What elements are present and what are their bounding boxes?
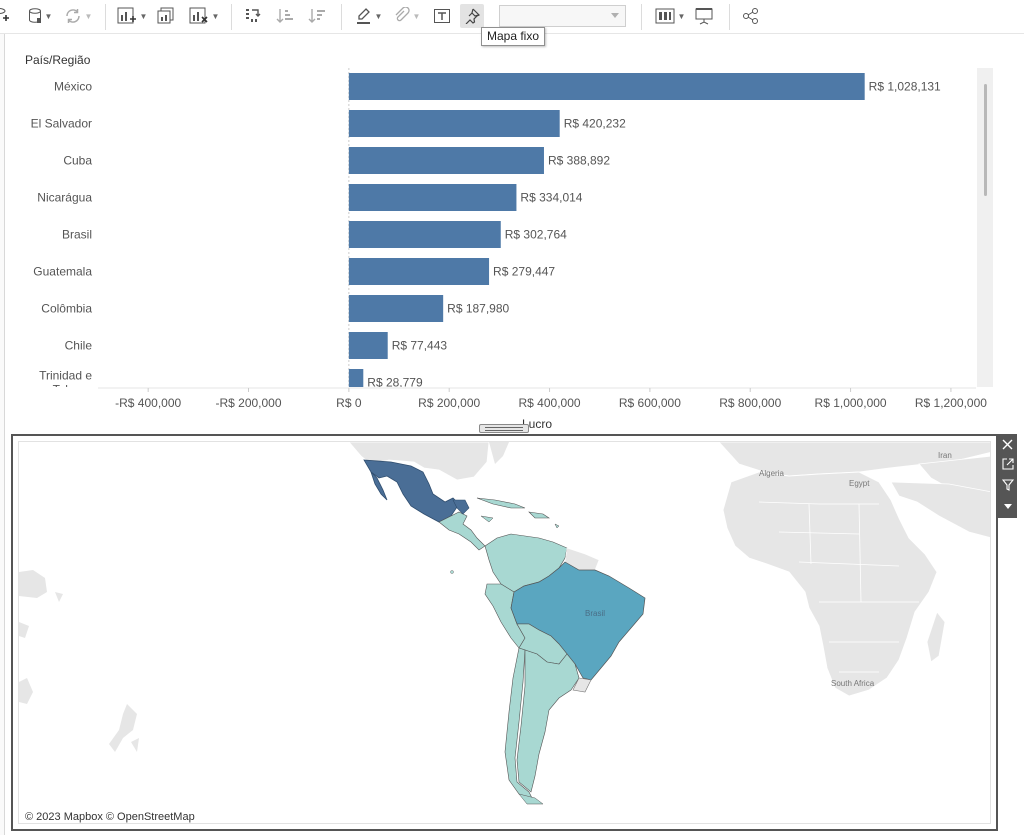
bar-5[interactable] <box>348 221 501 248</box>
annotate-icon[interactable]: ▼ <box>391 5 423 27</box>
x-tick-label: R$ 1,000,000 <box>815 396 887 410</box>
map-label-iran: Iran <box>938 451 952 460</box>
bar-6[interactable] <box>348 258 490 285</box>
category-label[interactable]: Nicarágua <box>37 191 92 205</box>
clear-sheet-icon[interactable]: ▼ <box>186 5 222 27</box>
tooltip: Mapa fixo <box>481 27 546 46</box>
dimension-header[interactable]: País/Região <box>25 53 91 67</box>
share-icon[interactable] <box>740 5 762 27</box>
show-me-icon[interactable]: ▼ <box>652 5 688 27</box>
x-axis-title: Lucro <box>522 417 553 431</box>
bar-value-label: R$ 187,980 <box>447 302 509 316</box>
bar-value-label: R$ 28,779 <box>367 376 423 390</box>
pane-resize-handle[interactable] <box>479 424 529 433</box>
category-label[interactable]: El Salvador <box>31 117 92 131</box>
map-label-algeria: Algeria <box>759 469 784 478</box>
swap-axes-icon[interactable] <box>242 5 264 27</box>
highlight-icon[interactable]: ▼ <box>353 5 385 27</box>
more-options-icon[interactable] <box>998 496 1017 516</box>
filter-icon[interactable] <box>998 475 1017 495</box>
map-label-south-africa: South Africa <box>831 679 875 688</box>
sort-descending-icon[interactable] <box>306 5 328 27</box>
new-datasource-icon[interactable] <box>0 5 10 27</box>
sort-ascending-icon[interactable] <box>274 5 296 27</box>
scrollbar-thumb[interactable] <box>984 84 987 196</box>
x-tick-label: -R$ 400,000 <box>115 396 181 410</box>
size-dropdown[interactable] <box>499 5 626 27</box>
bar-chart-plot: R$ 1,028,131 México R$ 420,232 El Salvador R… <box>31 68 987 410</box>
sidebar-edge <box>0 34 5 835</box>
bar-chart: País/Região R$ 1,028,131 México R$ 420,232… <box>6 36 1004 434</box>
bar-1[interactable] <box>348 73 865 100</box>
map-canvas[interactable]: Algeria Egypt Iran Brasil South Africa <box>19 442 991 824</box>
bar-4[interactable] <box>348 184 517 211</box>
x-tick-label: R$ 400,000 <box>519 396 581 410</box>
fix-axes-icon[interactable] <box>460 4 484 28</box>
presentation-icon[interactable] <box>693 5 715 27</box>
map-label-egypt: Egypt <box>849 479 870 488</box>
category-label[interactable]: Trinidad e Tobago <box>39 369 92 397</box>
category-label[interactable]: Cuba <box>63 154 92 168</box>
bar-value-label: R$ 77,443 <box>392 339 448 353</box>
bar-9[interactable] <box>348 369 364 396</box>
show-labels-icon[interactable] <box>431 5 453 27</box>
refresh-icon[interactable]: ▼ <box>60 5 96 27</box>
x-tick-label: R$ 600,000 <box>619 396 681 410</box>
category-label[interactable]: Guatemala <box>33 265 92 279</box>
bar-value-label: R$ 420,232 <box>564 117 626 131</box>
map-attribution[interactable]: © 2023 Mapbox © OpenStreetMap <box>25 811 195 823</box>
bar-rows: R$ 1,028,131 México R$ 420,232 El Salvador R… <box>31 73 941 397</box>
bar-value-label: R$ 279,447 <box>493 265 555 279</box>
category-label[interactable]: Brasil <box>62 228 92 242</box>
category-label[interactable]: México <box>54 80 92 94</box>
bar-2[interactable] <box>348 110 560 137</box>
map-controls <box>998 434 1017 518</box>
category-label[interactable]: Chile <box>65 339 93 353</box>
popout-icon[interactable] <box>998 454 1017 474</box>
bar-value-label: R$ 334,014 <box>520 191 582 205</box>
map-label-brasil: Brasil <box>585 609 605 618</box>
close-icon[interactable] <box>998 434 1017 454</box>
new-worksheet-icon[interactable]: ▼ <box>114 5 150 27</box>
category-label[interactable]: Colômbia <box>41 302 92 316</box>
bar-value-label: R$ 302,764 <box>505 228 567 242</box>
datasource-icon[interactable]: ▼ <box>24 5 56 27</box>
vertical-scrollbar[interactable] <box>977 68 993 387</box>
x-tick-label: R$ 1,200,000 <box>915 396 987 410</box>
x-tick-label: R$ 200,000 <box>418 396 480 410</box>
x-tick-label: R$ 800,000 <box>719 396 781 410</box>
bar-8[interactable] <box>348 332 388 359</box>
map-view[interactable]: Algeria Egypt Iran Brasil South Africa ©… <box>11 434 998 831</box>
chevron-down-icon <box>611 13 619 18</box>
bar-7[interactable] <box>348 295 444 322</box>
bar-3[interactable] <box>348 147 544 174</box>
bar-value-label: R$ 388,892 <box>548 154 610 168</box>
bar-value-label: R$ 1,028,131 <box>869 80 941 94</box>
x-tick-label: R$ 0 <box>336 396 362 410</box>
duplicate-sheet-icon[interactable] <box>156 5 176 27</box>
x-tick-label: -R$ 200,000 <box>215 396 281 410</box>
